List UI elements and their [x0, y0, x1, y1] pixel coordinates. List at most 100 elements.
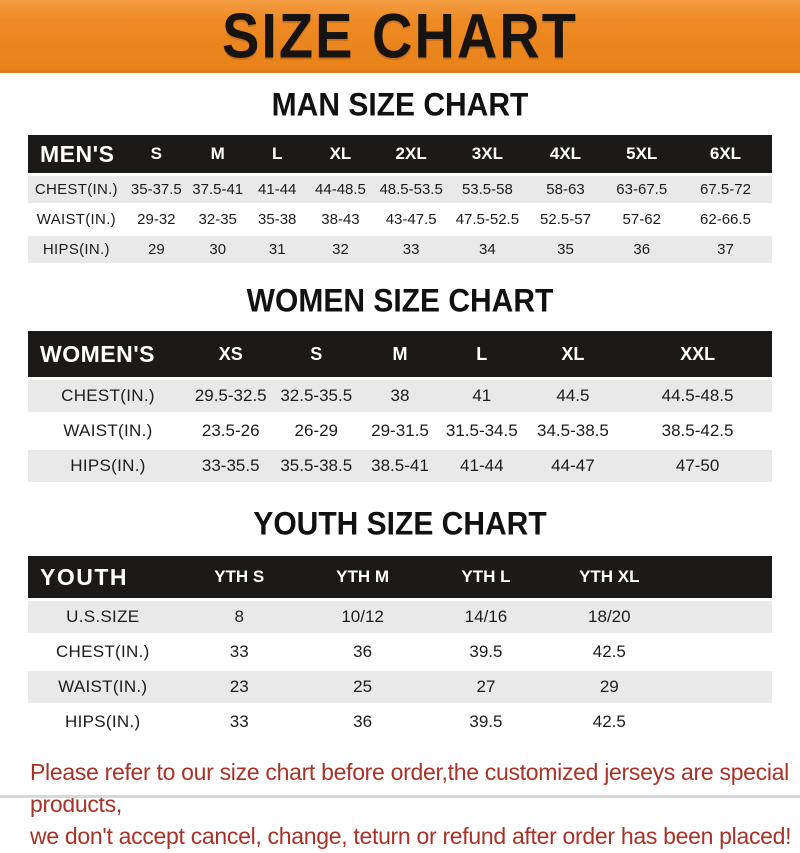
size-cell: 29.5-32.5 — [187, 377, 274, 414]
size-cell: 25 — [300, 668, 425, 705]
section-women: WOMEN SIZE CHART WOMEN'S XS S M L XL XXL CHEST(… — [0, 283, 800, 482]
size-cell: 27 — [424, 668, 548, 705]
table-row: U.S.SIZE 8 10/12 14/16 18/20 — [28, 598, 772, 635]
size-cell: 37.5-41 — [187, 173, 248, 205]
size-cell: 48.5-53.5 — [373, 173, 449, 205]
size-cell: 23.5-26 — [187, 412, 274, 449]
size-cell: 14/16 — [424, 598, 548, 635]
size-cell: 41-44 — [440, 447, 523, 482]
size-cell: 44-47 — [522, 447, 624, 482]
size-column-header: XL — [522, 331, 624, 379]
size-cell: 47-50 — [623, 447, 772, 482]
table-header-label: MEN'S — [28, 135, 125, 175]
banner: SIZE CHART — [0, 0, 800, 73]
size-cell: 42.5 — [547, 633, 671, 670]
size-cell: 58-63 — [526, 173, 605, 205]
size-cell: 36 — [604, 233, 679, 263]
table-header-row: YOUTH YTH S YTH M YTH L YTH XL — [28, 556, 772, 600]
size-column-header: 2XL — [373, 135, 449, 175]
size-cell: 35-37.5 — [124, 173, 188, 205]
size-cell: 39.5 — [424, 633, 548, 670]
size-cell: 32.5-35.5 — [273, 377, 360, 414]
size-cell: 10/12 — [300, 598, 425, 635]
size-cell: 29-32 — [124, 203, 188, 235]
size-cell: 44.5 — [522, 377, 624, 414]
size-column-header: L — [440, 331, 523, 379]
size-cell: 36 — [300, 703, 425, 738]
cell-filler — [670, 703, 772, 738]
size-cell: 35 — [526, 233, 605, 263]
size-cell: 32 — [306, 233, 374, 263]
row-label: HIPS(IN.) — [28, 233, 125, 263]
table-row: CHEST(IN.) 29.5-32.5 32.5-35.5 38 41 44.5 44.5… — [28, 377, 772, 414]
size-cell: 35-38 — [247, 203, 307, 235]
men-size-table: MEN'S S M L XL 2XL 3XL 4XL 5XL 6XL CHEST(IN.) 35-37… — [28, 135, 772, 263]
size-cell: 36 — [300, 633, 425, 670]
footer-line-2: we don't accept cancel, change, teturn o… — [30, 823, 792, 850]
size-column-header: 6XL — [678, 135, 772, 175]
table-row: WAIST(IN.) 23 25 27 29 — [28, 668, 772, 705]
size-cell: 29 — [547, 668, 671, 705]
size-cell: 31.5-34.5 — [440, 412, 523, 449]
size-column-header: 5XL — [604, 135, 679, 175]
size-cell: 34 — [448, 233, 527, 263]
size-cell: 44-48.5 — [306, 173, 374, 205]
size-cell: 43-47.5 — [373, 203, 449, 235]
size-cell: 37 — [678, 233, 772, 263]
row-label: CHEST(IN.) — [28, 173, 125, 205]
size-cell: 29-31.5 — [359, 412, 441, 449]
size-column-header: YTH S — [177, 556, 301, 600]
size-column-header: 3XL — [448, 135, 527, 175]
size-cell: 47.5-52.5 — [448, 203, 527, 235]
size-cell: 42.5 — [547, 703, 671, 738]
table-row: CHEST(IN.) 35-37.5 37.5-41 41-44 44-48.5 48.5… — [28, 173, 772, 205]
size-column-header: YTH XL — [547, 556, 671, 600]
size-cell: 38.5-42.5 — [623, 412, 772, 449]
page-title: SIZE CHART — [222, 0, 578, 71]
size-cell: 38 — [359, 377, 441, 414]
section-title-youth: YOUTH SIZE CHART — [253, 506, 547, 543]
size-cell: 23 — [177, 668, 301, 705]
section-title-women: WOMEN SIZE CHART — [246, 283, 554, 320]
size-cell: 41 — [440, 377, 523, 414]
cell-filler — [670, 668, 772, 705]
size-cell: 38.5-41 — [359, 447, 441, 482]
size-cell: 41-44 — [247, 173, 307, 205]
size-column-header: 4XL — [526, 135, 605, 175]
footer-note: Please refer to our size chart before or… — [30, 756, 800, 853]
size-cell: 8 — [177, 598, 301, 635]
size-cell: 52.5-57 — [526, 203, 605, 235]
table-row: HIPS(IN.) 33-35.5 35.5-38.5 38.5-41 41-44 44-… — [28, 447, 772, 482]
size-cell: 39.5 — [424, 703, 548, 738]
size-cell: 33 — [177, 703, 301, 738]
size-cell: 38-43 — [306, 203, 374, 235]
cell-filler — [670, 633, 772, 670]
size-cell: 33 — [373, 233, 449, 263]
size-cell: 31 — [247, 233, 307, 263]
size-column-header: S — [273, 331, 360, 379]
section-men: MAN SIZE CHART MEN'S S M L XL 2XL 3XL 4XL 5XL 6XL… — [0, 87, 800, 263]
size-column-header: XXL — [623, 331, 772, 379]
row-label: WAIST(IN.) — [28, 412, 188, 449]
size-cell: 63-67.5 — [604, 173, 679, 205]
size-cell: 18/20 — [547, 598, 671, 635]
size-cell: 62-66.5 — [678, 203, 772, 235]
row-label: WAIST(IN.) — [28, 668, 178, 705]
size-cell: 57-62 — [604, 203, 679, 235]
size-cell: 44.5-48.5 — [623, 377, 772, 414]
row-label: WAIST(IN.) — [28, 203, 125, 235]
size-cell: 35.5-38.5 — [273, 447, 360, 482]
size-column-header: XL — [306, 135, 374, 175]
section-title-men: MAN SIZE CHART — [271, 87, 529, 124]
size-cell: 33-35.5 — [187, 447, 274, 482]
size-column-header: M — [187, 135, 248, 175]
cell-filler — [670, 598, 772, 635]
women-size-table: WOMEN'S XS S M L XL XXL CHEST(IN.) 29.5-32.5 32.5… — [28, 331, 772, 482]
size-cell: 29 — [124, 233, 188, 263]
size-cell: 53.5-58 — [448, 173, 527, 205]
size-column-header: S — [124, 135, 188, 175]
size-cell: 26-29 — [273, 412, 360, 449]
table-row: CHEST(IN.) 33 36 39.5 42.5 — [28, 633, 772, 670]
size-cell: 67.5-72 — [678, 173, 772, 205]
table-header-label: YOUTH — [28, 556, 178, 600]
